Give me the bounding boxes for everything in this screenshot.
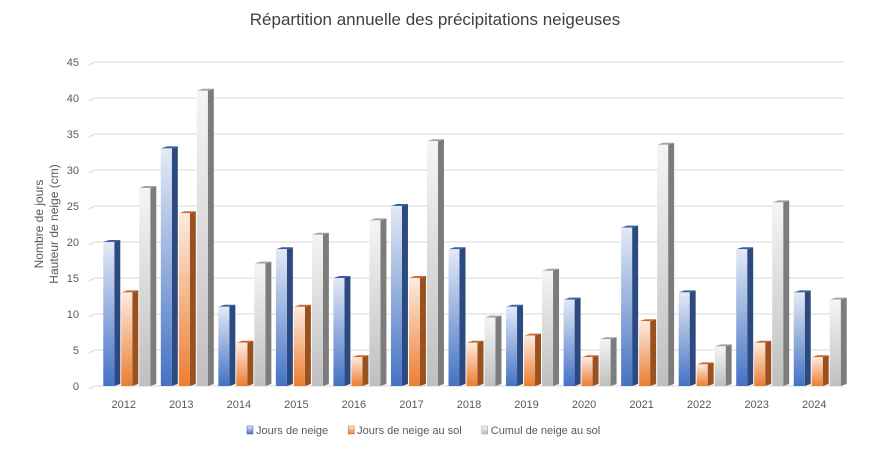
bar-2012-2: [139, 186, 157, 386]
y-tick-label: 25: [67, 201, 79, 213]
y-axis-title-line: Nombre de jours: [32, 180, 46, 269]
bar-2017-2: [426, 139, 444, 386]
bar-2013-0: [160, 146, 178, 386]
bar-2013-1: [178, 211, 196, 386]
bar-2019-0: [506, 304, 524, 386]
legend-label: Jours de neige: [256, 425, 328, 437]
gridline-depth: [88, 349, 96, 354]
y-axis-ticks: 0 5 10 15 20 25 30 35 40 45: [67, 57, 79, 393]
y-tick-label: 5: [73, 345, 79, 357]
bar-2019-2: [542, 268, 560, 386]
x-tick-label: 2023: [744, 399, 768, 411]
bar-2020-1: [581, 355, 599, 386]
y-axis-title-line: Hauteur de neige (cm): [47, 164, 61, 283]
bar-2019-1: [524, 333, 542, 386]
bar-2016-1: [351, 355, 369, 386]
y-tick-label: 10: [67, 309, 79, 321]
bar-2018-2: [484, 315, 502, 386]
gridline-depth: [88, 241, 96, 246]
gridline-depth: [88, 169, 96, 174]
x-tick-label: 2012: [112, 399, 136, 411]
y-tick-label: 45: [67, 57, 79, 69]
x-tick-label: 2019: [514, 399, 538, 411]
bar-2022-0: [678, 290, 696, 386]
bar-2020-0: [563, 297, 581, 386]
bar-2024-0: [793, 290, 811, 386]
gridline-depth: [88, 277, 96, 282]
bar-2024-2: [829, 297, 847, 386]
x-tick-label: 2020: [572, 399, 596, 411]
x-tick-label: 2016: [342, 399, 366, 411]
bar-2017-0: [390, 204, 408, 386]
bar-2015-1: [293, 304, 311, 386]
bar-2021-0: [621, 225, 639, 386]
bar-2022-2: [714, 344, 732, 386]
bar-2022-1: [696, 362, 714, 386]
gridline-depth: [88, 133, 96, 138]
bar-2014-2: [254, 261, 272, 386]
gridline-depth: [88, 313, 96, 318]
bar-2014-1: [236, 340, 254, 386]
legend: Jours de neige Jours de neige au sol Cumul…: [246, 425, 600, 437]
bar-2015-0: [275, 247, 293, 386]
bar-2016-0: [333, 276, 351, 386]
x-tick-label: 2021: [629, 399, 653, 411]
bar-2020-2: [599, 337, 617, 386]
legend-swatch: [246, 425, 254, 435]
bar-2013-2: [196, 88, 214, 387]
legend-label: Jours de neige au sol: [357, 425, 462, 437]
bar-2023-0: [736, 247, 754, 386]
legend-swatch: [481, 425, 488, 435]
y-tick-label: 15: [67, 273, 79, 285]
x-tick-label: 2017: [399, 399, 423, 411]
bar-2024-1: [811, 355, 829, 386]
y-tick-label: 0: [73, 381, 79, 393]
x-tick-label: 2013: [169, 399, 193, 411]
bar-2012-0: [103, 240, 121, 386]
bar-2023-1: [754, 340, 772, 386]
chart-title: Répartition annuelle des précipitations …: [249, 10, 621, 29]
bar-2018-0: [448, 247, 466, 386]
x-tick-label: 2024: [802, 399, 826, 411]
bar-2021-2: [657, 142, 675, 386]
bar-2016-2: [369, 218, 387, 386]
y-tick-label: 40: [67, 93, 79, 105]
bar-2015-2: [311, 232, 329, 386]
legend-swatch: [347, 425, 355, 435]
bar-2018-1: [466, 340, 484, 386]
x-tick-label: 2014: [227, 399, 251, 411]
bars: [103, 88, 847, 387]
x-tick-label: 2018: [457, 399, 481, 411]
gridline-depth: [88, 61, 96, 66]
bar-2021-1: [639, 319, 657, 386]
bar-2014-0: [218, 304, 236, 386]
gridline-depth: [88, 385, 96, 390]
legend-label: Cumul de neige au sol: [491, 425, 600, 437]
gridline-depth: [88, 205, 96, 210]
y-axis-label: Nombre de jours Hauteur de neige (cm): [32, 164, 61, 283]
y-tick-label: 20: [67, 237, 79, 249]
y-tick-label: 35: [67, 129, 79, 141]
y-tick-label: 30: [67, 165, 79, 177]
bar-2012-1: [121, 290, 139, 386]
x-tick-label: 2015: [284, 399, 308, 411]
bar-2017-1: [408, 276, 426, 386]
gridline-depth: [88, 97, 96, 102]
x-tick-label: 2022: [687, 399, 711, 411]
x-axis-ticks: 2012 2013 2014 2015 2016 2017 2018 2019 2020 2021…: [112, 399, 827, 411]
bar-2023-2: [772, 200, 790, 386]
